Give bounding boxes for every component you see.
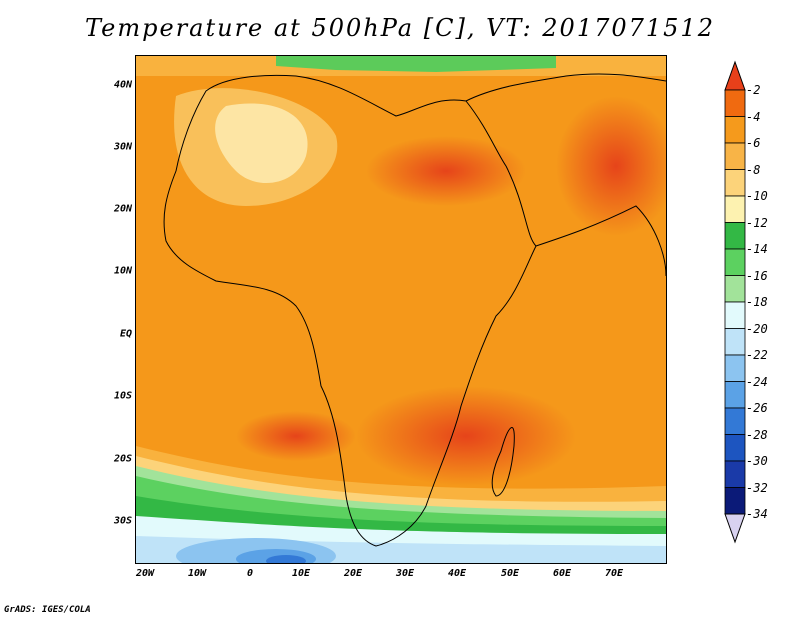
lat-label-10s: 10S [113, 390, 132, 402]
temperature-field [136, 56, 666, 563]
lat-label-30s: 30S [113, 515, 132, 527]
colorbar-segment [724, 328, 746, 356]
lat-label-20n: 20N [113, 203, 132, 215]
lat-label-30n: 30N [113, 141, 132, 153]
lon-label-20e: 20E [343, 568, 363, 579]
colorbar-label: -18 [746, 295, 768, 309]
lon-label-40e: 40E [447, 568, 467, 579]
colorbar-segment [724, 275, 746, 303]
colorbar-label: -32 [746, 480, 768, 495]
colorbar-label: -12 [746, 215, 768, 230]
map-title: Temperature at 500hPa [C], VT: 201707151… [85, 14, 715, 42]
colorbar-segment [724, 195, 746, 223]
colorbar-label: -2 [746, 83, 761, 97]
colorbar-segment [724, 116, 746, 144]
lon-label-10e: 10E [291, 568, 311, 579]
colorbar-label: -10 [746, 189, 768, 203]
lon-label-0: 0 [246, 568, 254, 579]
colorbar-label: -26 [746, 401, 768, 415]
colorbar-bottom-arrow [724, 513, 746, 544]
colorbar-segment [724, 381, 746, 409]
colorbar-top-arrow [724, 60, 746, 91]
colorbar-label: -24 [746, 374, 768, 389]
colorbar-label: -34 [746, 507, 768, 521]
colorbar-segment [724, 248, 746, 276]
lon-label-20w: 20W [135, 568, 155, 579]
colorbar-segment [724, 434, 746, 462]
colorbar-segment [724, 169, 746, 197]
lon-label-10w: 10W [187, 568, 207, 579]
colorbar-label: -30 [746, 454, 768, 468]
colorbar-segment [724, 407, 746, 435]
colorbar [724, 60, 746, 544]
colorbar-segment [724, 354, 746, 382]
colorbar-segment [724, 487, 746, 515]
colorbar-label: -16 [746, 268, 768, 283]
colorbar-label: -6 [746, 136, 761, 150]
temperature-map [135, 55, 667, 564]
colorbar-segment [724, 460, 746, 488]
colorbar-label: -4 [746, 109, 761, 124]
colorbar-label: -14 [746, 242, 768, 256]
lon-label-50e: 50E [500, 568, 520, 579]
lat-label-eq: EQ [119, 328, 132, 340]
colorbar-label: -20 [746, 321, 768, 336]
colorbar-label: -22 [746, 348, 768, 362]
colorbar-label: -8 [746, 162, 761, 177]
lon-label-70e: 70E [604, 568, 624, 579]
colorbar-segment [724, 301, 746, 329]
colorbar-segment [724, 142, 746, 170]
colorbar-segment [724, 89, 746, 117]
lat-label-40n: 40N [113, 79, 132, 91]
lon-label-60e: 60E [552, 568, 572, 579]
lat-label-20s: 20S [113, 453, 132, 465]
lat-label-10n: 10N [113, 265, 132, 277]
lon-label-30e: 30E [395, 568, 415, 579]
colorbar-segment [724, 222, 746, 250]
colorbar-label: -28 [746, 427, 768, 442]
credit-text: GrADS: IGES/COLA [4, 605, 91, 615]
